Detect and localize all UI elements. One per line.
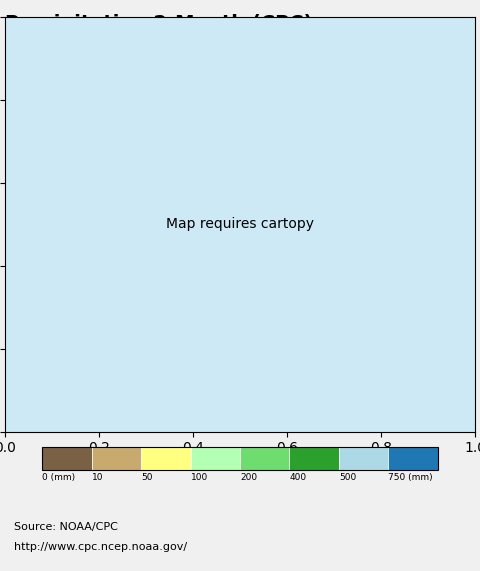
- FancyBboxPatch shape: [339, 447, 388, 470]
- FancyBboxPatch shape: [191, 447, 240, 470]
- Text: Map requires cartopy: Map requires cartopy: [166, 218, 314, 231]
- FancyBboxPatch shape: [42, 447, 92, 470]
- FancyBboxPatch shape: [92, 447, 141, 470]
- Text: 200: 200: [240, 473, 257, 482]
- Text: http://www.cpc.ncep.noaa.gov/: http://www.cpc.ncep.noaa.gov/: [14, 542, 187, 552]
- Text: 100: 100: [191, 473, 208, 482]
- Text: Feb. 26 - Apr. 25, 2023: Feb. 26 - Apr. 25, 2023: [14, 40, 156, 53]
- Text: 50: 50: [141, 473, 153, 482]
- Text: 500: 500: [339, 473, 356, 482]
- Text: Precipitation 2-Month (CPC): Precipitation 2-Month (CPC): [5, 14, 312, 33]
- Bar: [42, 447, 438, 470]
- Text: 750 (mm): 750 (mm): [388, 473, 433, 482]
- Text: Source: NOAA/CPC: Source: NOAA/CPC: [14, 522, 118, 532]
- FancyBboxPatch shape: [388, 447, 438, 470]
- Text: 0 (mm): 0 (mm): [42, 473, 75, 482]
- FancyBboxPatch shape: [289, 447, 339, 470]
- Text: 400: 400: [289, 473, 307, 482]
- FancyBboxPatch shape: [240, 447, 289, 470]
- FancyBboxPatch shape: [141, 447, 191, 470]
- Text: 10: 10: [92, 473, 103, 482]
